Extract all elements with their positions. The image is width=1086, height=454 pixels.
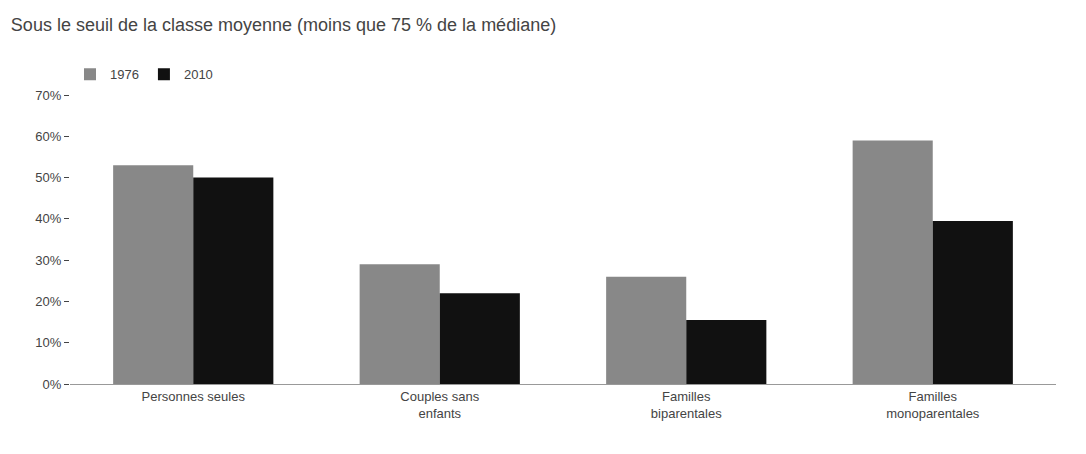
svg-text:1976: 1976	[110, 67, 139, 82]
svg-text:0%: 0%	[43, 377, 62, 392]
svg-text:30%: 30%	[35, 253, 61, 268]
svg-text:Famillesbiparentales: Famillesbiparentales	[651, 389, 722, 421]
svg-text:2010: 2010	[184, 67, 213, 82]
svg-text:10%: 10%	[35, 335, 61, 350]
svg-text:60%: 60%	[35, 129, 61, 144]
svg-text:Famillesmonoparentales: Famillesmonoparentales	[886, 389, 980, 421]
svg-text:20%: 20%	[35, 294, 61, 309]
svg-text:Sous le seuil de la classe moy: Sous le seuil de la classe moyenne (moin…	[11, 15, 556, 35]
svg-text:50%: 50%	[35, 170, 61, 185]
svg-text:40%: 40%	[35, 211, 61, 226]
svg-text:70%: 70%	[35, 88, 61, 103]
svg-text:Personnes seules: Personnes seules	[142, 389, 246, 404]
svg-text:Couples sansenfants: Couples sansenfants	[400, 389, 479, 421]
